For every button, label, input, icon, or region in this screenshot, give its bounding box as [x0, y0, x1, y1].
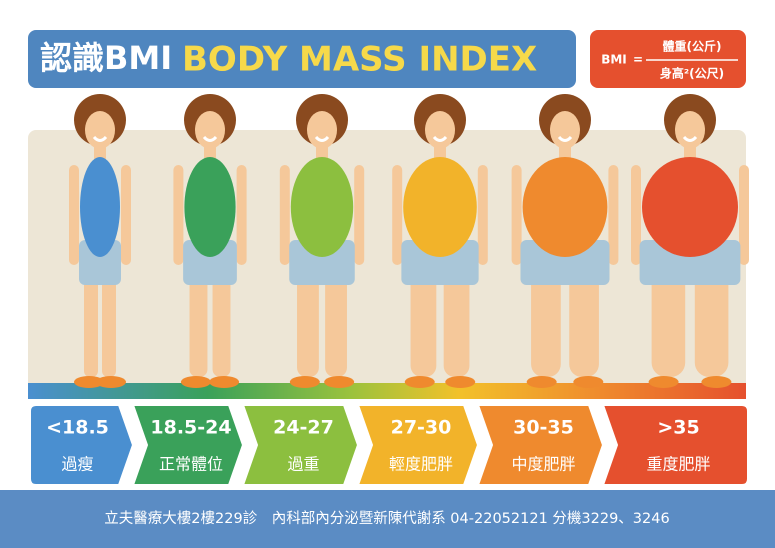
figure: [631, 94, 749, 388]
face: [85, 111, 115, 149]
arm: [739, 165, 749, 265]
shoe: [573, 376, 604, 388]
category-chevron: [476, 404, 605, 486]
title-zh: 認識BMI: [40, 39, 172, 77]
category-range: 24-27: [273, 417, 334, 439]
arm: [69, 165, 79, 265]
category-chevron: [356, 404, 480, 486]
shoe: [404, 376, 435, 388]
face: [195, 111, 225, 149]
figures: [69, 94, 749, 388]
title-en: BODY MASS INDEX: [182, 40, 537, 80]
torso: [184, 157, 236, 257]
leg: [651, 265, 686, 377]
face: [550, 111, 580, 149]
shorts: [520, 240, 610, 285]
arm: [631, 165, 641, 265]
shorts: [401, 240, 479, 285]
shorts: [639, 240, 741, 285]
leg: [84, 265, 98, 377]
shoe: [648, 376, 679, 388]
arm: [608, 165, 619, 265]
category-chevron: [601, 404, 749, 486]
shoe: [526, 376, 557, 388]
category-range: <18.5: [46, 417, 109, 439]
shoe: [74, 376, 104, 388]
title-box: [28, 30, 576, 88]
leg: [569, 265, 599, 377]
category-chevron: [131, 404, 245, 486]
leg: [410, 265, 437, 377]
figure: [392, 94, 488, 388]
shoe: [445, 376, 476, 388]
torso: [403, 157, 477, 257]
category-range: 18.5-24: [150, 417, 231, 439]
figure: [69, 94, 131, 388]
figure: [279, 94, 365, 388]
gradient-bar: [28, 383, 746, 399]
smile: [92, 135, 108, 142]
leg: [297, 265, 319, 377]
leg: [325, 265, 347, 377]
figure: [173, 94, 247, 388]
torso: [80, 157, 120, 257]
category-label: 過瘦: [61, 455, 93, 474]
face: [675, 111, 705, 149]
leg: [102, 265, 116, 377]
arm: [392, 165, 403, 265]
arm: [477, 165, 488, 265]
shoe: [96, 376, 126, 388]
footer-text: 立夫醫療大樓2樓229診 內科部內分泌暨新陳代謝系 04-22052121 分機…: [104, 510, 669, 527]
leg: [189, 265, 208, 377]
shoe: [180, 376, 211, 388]
leg: [443, 265, 470, 377]
formula-denominator: 身高²(公尺): [660, 66, 724, 81]
shorts: [79, 240, 121, 285]
shorts: [183, 240, 237, 285]
category-label: 重度肥胖: [646, 455, 710, 474]
leg: [694, 265, 729, 377]
arm: [354, 165, 365, 265]
smile: [314, 135, 330, 142]
shorts: [289, 240, 355, 285]
figure: [511, 94, 619, 388]
category-chevron: [29, 404, 135, 486]
category-range: >35: [657, 417, 699, 439]
smile: [682, 135, 698, 142]
category-label: 輕度肥胖: [389, 455, 453, 474]
category-label: 過重: [287, 455, 319, 474]
category-range: 30-35: [513, 417, 574, 439]
arm: [173, 165, 184, 265]
category-label: 正常體位: [159, 455, 223, 474]
smile: [202, 135, 218, 142]
formula-box: [590, 30, 746, 88]
smile: [432, 135, 448, 142]
category-label: 中度肥胖: [511, 455, 575, 474]
category-range: 27-30: [391, 417, 452, 439]
formula-numerator: 體重(公斤): [663, 39, 722, 54]
footer-bar: [0, 490, 775, 548]
arm: [121, 165, 131, 265]
torso: [522, 157, 608, 257]
face: [425, 111, 455, 149]
formula-eq: =: [633, 53, 643, 67]
leg: [212, 265, 231, 377]
shoe: [324, 376, 355, 388]
shoe: [289, 376, 320, 388]
formula-lhs: BMI: [601, 53, 627, 67]
torso: [290, 157, 354, 257]
leg: [531, 265, 561, 377]
face: [307, 111, 337, 149]
smile: [557, 135, 573, 142]
shoe: [209, 376, 240, 388]
category-chevron: [241, 404, 360, 486]
categories: <18.5 過瘦 18.5-24 正常體位 24-27 過重 27-30 輕度肥胖 30-35 中…: [29, 404, 749, 486]
arm: [236, 165, 247, 265]
arm: [511, 165, 522, 265]
torso: [642, 157, 738, 257]
arm: [279, 165, 290, 265]
shoe: [701, 376, 732, 388]
